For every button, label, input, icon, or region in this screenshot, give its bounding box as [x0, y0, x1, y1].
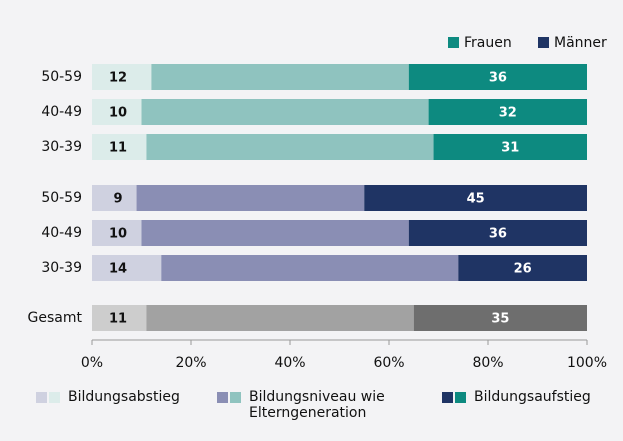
- y-tick-label: 40-49: [41, 104, 82, 120]
- value-label: 12: [109, 71, 127, 86]
- value-label: 31: [501, 141, 519, 156]
- value-label: 11: [109, 312, 127, 327]
- legend-swatch: [455, 392, 466, 403]
- value-label: 35: [491, 312, 509, 327]
- bar-segment: [413, 305, 587, 331]
- bar-segment: [408, 64, 587, 90]
- legend-swatch: [217, 392, 228, 403]
- bar-segment: [136, 185, 365, 211]
- value-label: 26: [514, 262, 532, 277]
- bar-segment: [408, 220, 587, 246]
- legend-item: Bildungsabstieg: [36, 389, 180, 405]
- legend-label: Bildungsabstieg: [68, 389, 180, 405]
- legend-label: Bildungsaufstieg: [474, 389, 591, 405]
- y-tick-label: 50-59: [41, 69, 82, 85]
- legend-label: Bildungsniveau wie Elterngeneration: [249, 389, 385, 421]
- legend-label: Männer: [554, 35, 607, 51]
- y-tick-label: 30-39: [41, 260, 82, 276]
- y-tick-label: 40-49: [41, 225, 82, 241]
- y-tick-label: 50-59: [41, 190, 82, 206]
- value-label: 36: [489, 71, 507, 86]
- bar-segment: [458, 255, 587, 281]
- bar-segment: [146, 305, 414, 331]
- legend-swatch: [49, 392, 60, 403]
- bar-segment: [364, 185, 587, 211]
- bar-segment: [433, 134, 587, 160]
- value-label: 9: [113, 192, 122, 207]
- bar-segment: [92, 220, 142, 246]
- x-tick-label: 0%: [81, 355, 103, 371]
- legend-swatch: [442, 392, 453, 403]
- value-label: 11: [109, 141, 127, 156]
- bar-segment: [92, 305, 147, 331]
- legend-label: Frauen: [464, 35, 512, 51]
- y-tick-label: Gesamt: [28, 310, 83, 326]
- x-tick-label: 100%: [567, 355, 607, 371]
- bar-segment: [141, 99, 429, 125]
- bar-segment: [92, 185, 137, 211]
- x-tick-label: 40%: [274, 355, 305, 371]
- bar-segment: [161, 255, 459, 281]
- value-label: 36: [489, 227, 507, 242]
- x-tick-label: 20%: [175, 355, 206, 371]
- bar-segment: [141, 220, 409, 246]
- bar-segment: [92, 134, 147, 160]
- bar-segment: [428, 99, 587, 125]
- bar-segment: [151, 64, 409, 90]
- value-label: 32: [499, 106, 517, 121]
- legend-item: Bildungsniveau wie Elterngeneration: [217, 389, 414, 421]
- legend-swatch: [230, 392, 241, 403]
- bar-segment: [92, 64, 152, 90]
- bar-segment: [146, 134, 434, 160]
- x-tick-label: 80%: [472, 355, 503, 371]
- legend-item: Bildungsaufstieg: [442, 389, 591, 405]
- value-label: 45: [467, 192, 485, 207]
- legend-swatch: [36, 392, 47, 403]
- value-label: 10: [109, 106, 127, 121]
- value-label: 10: [109, 227, 127, 242]
- legend-swatch: [538, 37, 549, 48]
- bar-segment: [92, 255, 162, 281]
- value-label: 14: [109, 262, 127, 277]
- x-tick-label: 60%: [373, 355, 404, 371]
- legend-swatch: [448, 37, 459, 48]
- y-tick-label: 30-39: [41, 139, 82, 155]
- bar-segment: [92, 99, 142, 125]
